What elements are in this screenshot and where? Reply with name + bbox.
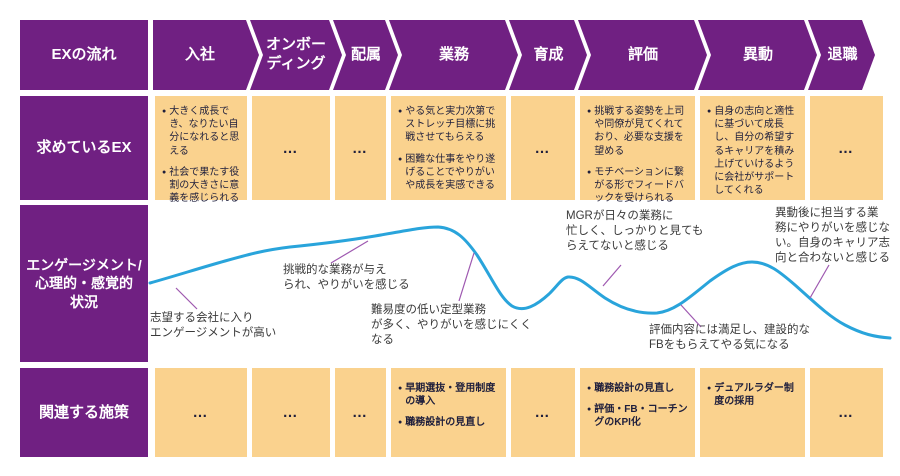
bullet-icon: ● (707, 108, 712, 115)
bullet-icon: ● (587, 406, 592, 414)
connector-line-nanido (458, 252, 475, 302)
desired-ex-cell-ikusei: … (511, 96, 575, 200)
bullet-icon: ● (587, 385, 592, 392)
policy-cell-ido: ● デュアルラダー制度の採用 (700, 368, 805, 457)
annotation-shibo: 志望する会社に入り エンゲージメントが高い (150, 312, 277, 339)
policy-cell-haizoku: … (335, 368, 386, 457)
row-label-policy: 関連する施策 (20, 368, 148, 457)
policy-cell-gyomu: ● 早期選抜・登用制度の導入 ● 職務設計の見直し (391, 368, 506, 457)
bullet-item: ● やる気と実力次第でストレッチ目標に挑戦させてもらえる (397, 105, 502, 145)
bullet-item: ● 職務設計の見直し (397, 416, 502, 429)
bullet-icon: ● (162, 108, 167, 115)
desired-ex-cell-nyusha: ● 大きく成長でき、なりたい自分になれると思える ● 社会で果たす役割の大きさに… (155, 96, 247, 204)
bullet-item: ● 挑戦する姿勢を上司や同僚が見てくれており、必要な支援を望める (586, 105, 691, 158)
stage-label-nyusha: 入社 (184, 45, 215, 63)
stage-label-ido: 異動 (742, 45, 773, 63)
bullet-item: ● 社会で果たす役割の大きさに意義を感じられる (161, 166, 243, 206)
connector-line-mgr (602, 264, 622, 287)
bullet-item: ● モチベーションに繋がる形でフィードバックを受けられる (586, 166, 691, 206)
bullet-text: 評価・FB・コーチングのKPI化 (594, 404, 688, 429)
stage-label-ikusei: 育成 (533, 45, 564, 63)
connector-line-idogo (809, 264, 830, 299)
bullet-icon: ● (707, 385, 712, 392)
row-label-ex-flow: EXの流れ (20, 20, 148, 90)
bullet-icon: ● (398, 419, 403, 427)
connector-line-chosen (330, 240, 369, 264)
bullet-item: ● 大きく成長でき、なりたい自分になれると思える (161, 105, 243, 158)
bullet-text: 困難な仕事をやり遂げることでやりがいや成長を実感できる (405, 153, 496, 191)
annotation-chosen: 挑戦的な業務が与え られ、やりがいを感じる (283, 264, 410, 291)
bullet-item: ● デュアルラダー制度の採用 (706, 382, 801, 408)
bullet-item: ● 困難な仕事をやり遂げることでやりがいや成長を実感できる (397, 153, 502, 193)
desired-ex-cell-taishoku: … (810, 96, 883, 200)
stage-label-hyoka: 評価 (627, 45, 658, 63)
bullet-icon: ● (398, 385, 403, 392)
annotation-mgr: MGRが日々の業務に 忙しく、しっかりと見ても らえてないと感じる (566, 210, 704, 252)
bullet-text: デュアルラダー制度の採用 (714, 383, 794, 408)
bullet-item: ● 評価・FB・コーチングのKPI化 (586, 403, 691, 429)
bullet-text: 社会で果たす役割の大きさに意義を感じられる (169, 166, 240, 205)
desired-ex-cell-haizoku: … (335, 96, 386, 200)
stage-label-gyomu: 業務 (438, 45, 469, 63)
policy-cell-hyoka: ● 職務設計の見直し ● 評価・FB・コーチングのKPI化 (580, 368, 695, 457)
bullet-item: ● 早期選抜・登用制度の導入 (397, 382, 502, 408)
row-label-engagement: エンゲージメント/ 心理的・感覚的 状況 (20, 205, 148, 362)
annotation-hyokanaiyo: 評価内容には満足し、建設的な FBをもらえてやる気になる (649, 324, 810, 351)
bullet-icon: ● (162, 168, 167, 176)
row-label-desired-ex: 求めているEX (20, 96, 148, 200)
policy-cell-ikusei: … (511, 368, 575, 457)
bullet-item: ● 職務設計の見直し (586, 382, 691, 395)
bullet-icon: ● (398, 108, 403, 115)
bullet-text: 挑戦する姿勢を上司や同僚が見てくれており、必要な支援を望める (594, 106, 685, 157)
annotation-idogo: 異動後に担当する業 務にやりがいを感じな い。自身のキャリア志 向と合わないと感… (775, 207, 890, 264)
stage-label-onboarding: オンボー ディング (265, 36, 326, 72)
desired-ex-cell-onboarding: … (252, 96, 330, 200)
bullet-text: 大きく成長でき、なりたい自分になれると思える (169, 106, 240, 157)
bullet-text: やる気と実力次第でストレッチ目標に挑戦させてもらえる (405, 106, 496, 144)
stage-label-taishoku: 退職 (827, 45, 858, 63)
desired-ex-cell-ido: ● 自身の志向と適性に基づいて成長し、自分の希望するキャリアを積み上げていけるよ… (700, 96, 805, 200)
stage-label-haizoku: 配属 (350, 45, 381, 63)
policy-cell-nyusha: … (155, 368, 247, 457)
bullet-text: 自身の志向と適性に基づいて成長し、自分の希望するキャリアを積み上げていけるように… (714, 106, 795, 197)
policy-cell-onboarding: … (252, 368, 330, 457)
desired-ex-cell-gyomu: ● やる気と実力次第でストレッチ目標に挑戦させてもらえる ● 困難な仕事をやり遂… (391, 96, 506, 200)
annotation-nanido: 難易度の低い定型業務 が多く、やりがいを感じにくく なる (371, 304, 532, 346)
bullet-text: 職務設計の見直し (594, 383, 675, 394)
connector-line-shibo (175, 287, 198, 310)
bullet-item: ● 自身の志向と適性に基づいて成長し、自分の希望するキャリアを積み上げていけるよ… (706, 105, 801, 197)
bullet-text: 職務設計の見直し (405, 417, 486, 429)
policy-cell-taishoku: … (810, 368, 883, 457)
desired-ex-cell-hyoka: ● 挑戦する姿勢を上司や同僚が見てくれており、必要な支援を望める ● モチベーシ… (580, 96, 695, 204)
bullet-icon: ● (587, 108, 592, 115)
bullet-text: 早期選抜・登用制度の導入 (405, 383, 496, 408)
bullet-icon: ● (398, 155, 403, 163)
bullet-text: モチベーションに繋がる形でフィードバックを受けられる (594, 166, 685, 205)
bullet-icon: ● (587, 168, 592, 176)
